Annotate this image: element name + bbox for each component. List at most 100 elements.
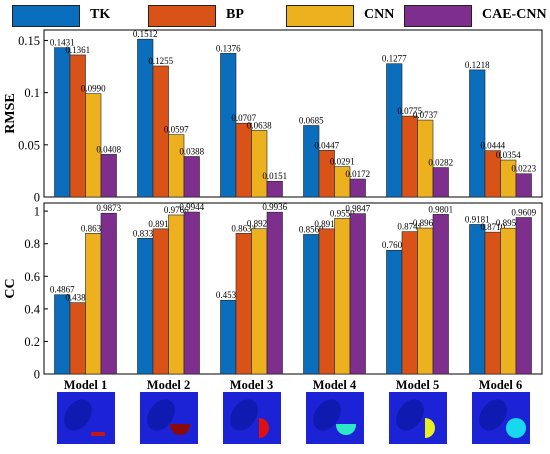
anomaly-shape bbox=[169, 424, 190, 435]
rmse-data-label: 0.0990 bbox=[81, 84, 106, 94]
legend-swatch-bp bbox=[148, 5, 216, 27]
rmse-data-label: 0.0775 bbox=[397, 106, 422, 116]
cc-bar-bp-1 bbox=[69, 302, 86, 375]
rmse-data-label: 0.0444 bbox=[480, 141, 505, 151]
legend-swatch-cae-cnn bbox=[404, 5, 472, 27]
rmse-data-label: 0.1255 bbox=[148, 56, 173, 66]
anomaly-shape bbox=[424, 418, 435, 438]
rmse-data-label: 0.1218 bbox=[465, 60, 490, 70]
cc-bar-cae-cnn-2 bbox=[183, 211, 200, 375]
cc-bar-cae-cnn-5 bbox=[432, 214, 449, 375]
x-category-label: Model 4 bbox=[313, 378, 357, 392]
cc-data-label: 0.9944 bbox=[179, 202, 204, 212]
rmse-data-label: 0.0408 bbox=[96, 144, 121, 154]
x-category-label: Model 6 bbox=[479, 378, 522, 392]
legend-label-bp: BP bbox=[226, 7, 244, 22]
cc-data-label: 0.9801 bbox=[428, 204, 453, 214]
rmse-bar-cae-cnn-3 bbox=[266, 180, 283, 198]
cc-ytick-label: 1 bbox=[34, 205, 40, 219]
cc-data-label: 0.8634 bbox=[231, 223, 256, 233]
cc-bar-bp-3 bbox=[235, 233, 252, 375]
cc-data-label: 0.8962 bbox=[413, 218, 438, 228]
cc-data-label: 0.8913 bbox=[314, 219, 339, 229]
cc-data-label: 0.4867 bbox=[50, 285, 75, 295]
rmse-data-label: 0.0707 bbox=[231, 113, 256, 123]
rmse-bar-bp-5 bbox=[401, 115, 418, 198]
cc-bar-bp-5 bbox=[401, 231, 418, 375]
cc-data-label: 0.8920 bbox=[247, 219, 272, 229]
x-category-label: Model 2 bbox=[147, 378, 190, 392]
cc-bar-tk-3 bbox=[220, 299, 237, 375]
legend-swatch-tk bbox=[12, 5, 80, 27]
rmse-data-label: 0.1361 bbox=[65, 45, 90, 55]
rmse-bar-tk-5 bbox=[386, 63, 403, 198]
rmse-ytick-label: 0.1 bbox=[24, 86, 40, 100]
cc-data-label: 0.9936 bbox=[262, 202, 287, 212]
rmse-data-label: 0.0685 bbox=[299, 116, 324, 126]
cc-ytick-label: 0.4 bbox=[24, 302, 40, 316]
rmse-bar-bp-1 bbox=[69, 54, 86, 198]
rmse-bar-cae-cnn-1 bbox=[100, 154, 117, 198]
rmse-bar-cnn-2 bbox=[168, 134, 185, 198]
legend-label-cnn: CNN bbox=[364, 7, 395, 22]
background-ellipse bbox=[389, 394, 430, 436]
background-ellipse bbox=[57, 394, 98, 436]
cc-data-label: 0.8710 bbox=[480, 222, 505, 232]
rmse-ytick-label: 0.05 bbox=[18, 138, 40, 152]
rmse-data-label: 0.0151 bbox=[262, 171, 287, 181]
cc-data-label: 0.8913 bbox=[148, 219, 173, 229]
cc-data-label: 0.9873 bbox=[96, 203, 121, 213]
legend-label-cae-cnn: CAE-CNN bbox=[482, 7, 547, 22]
rmse-bar-tk-3 bbox=[220, 53, 237, 198]
cc-data-label: 0.8569 bbox=[299, 224, 324, 234]
rmse-data-label: 0.0172 bbox=[345, 169, 370, 179]
cc-data-label: 0.4530 bbox=[216, 290, 241, 300]
rmse-ytick-label: 0 bbox=[34, 191, 40, 205]
rmse-data-label: 0.0354 bbox=[496, 150, 521, 160]
x-category-label: Model 5 bbox=[396, 378, 439, 392]
rmse-data-label: 0.1277 bbox=[382, 54, 407, 64]
model-thumbnail-3 bbox=[222, 392, 281, 444]
x-category-label: Model 3 bbox=[230, 378, 273, 392]
background-ellipse bbox=[223, 394, 264, 436]
rmse-ytick-label: 0.15 bbox=[18, 34, 40, 48]
rmse-data-label: 0.0737 bbox=[413, 110, 438, 120]
rmse-bar-cnn-5 bbox=[417, 119, 434, 198]
cc-ytick-label: 0.2 bbox=[24, 335, 40, 349]
legend-swatch-cnn bbox=[286, 5, 354, 27]
cc-data-label: 0.4382 bbox=[65, 293, 90, 303]
cc-data-label: 0.9550 bbox=[330, 208, 355, 218]
anomaly-shape bbox=[258, 418, 269, 438]
cc-data-label: 0.9181 bbox=[465, 214, 490, 224]
cc-bar-cnn-3 bbox=[251, 228, 268, 375]
cc-bar-cnn-4 bbox=[334, 218, 351, 375]
rmse-plot-frame bbox=[43, 29, 543, 198]
cc-bar-bp-4 bbox=[318, 228, 335, 375]
cc-bar-cae-cnn-1 bbox=[100, 212, 117, 375]
cc-bar-tk-4 bbox=[303, 234, 320, 375]
rmse-bar-cae-cnn-4 bbox=[349, 178, 366, 198]
model-thumbnail-4 bbox=[305, 392, 364, 444]
cc-bar-bp-6 bbox=[484, 231, 501, 375]
cc-bar-bp-2 bbox=[152, 228, 169, 375]
legend: TK BP CNN CAE-CNN bbox=[0, 2, 550, 30]
cc-bar-cnn-2 bbox=[168, 214, 185, 375]
cc-bar-tk-6 bbox=[469, 224, 486, 375]
rmse-y-axis-label: RMSE bbox=[3, 93, 18, 133]
rmse-data-label: 0.0291 bbox=[330, 157, 355, 167]
cc-ytick-label: 0.8 bbox=[24, 237, 40, 251]
cc-bar-cae-cnn-4 bbox=[349, 213, 366, 375]
model-thumbnail-1 bbox=[56, 392, 115, 444]
rmse-bar-cnn-3 bbox=[251, 130, 268, 198]
rmse-bar-cnn-1 bbox=[85, 93, 102, 198]
rmse-bar-tk-6 bbox=[469, 69, 486, 198]
anomaly-shape bbox=[335, 424, 356, 435]
rmse-data-label: 0.0447 bbox=[314, 140, 339, 150]
x-category-label: Model 1 bbox=[64, 378, 107, 392]
cc-data-label: 0.8741 bbox=[397, 222, 422, 232]
cc-data-label: 0.8636 bbox=[81, 223, 106, 233]
rmse-bar-bp-3 bbox=[235, 122, 252, 198]
rmse-bar-tk-4 bbox=[303, 125, 320, 198]
cc-bar-tk-5 bbox=[386, 249, 403, 375]
